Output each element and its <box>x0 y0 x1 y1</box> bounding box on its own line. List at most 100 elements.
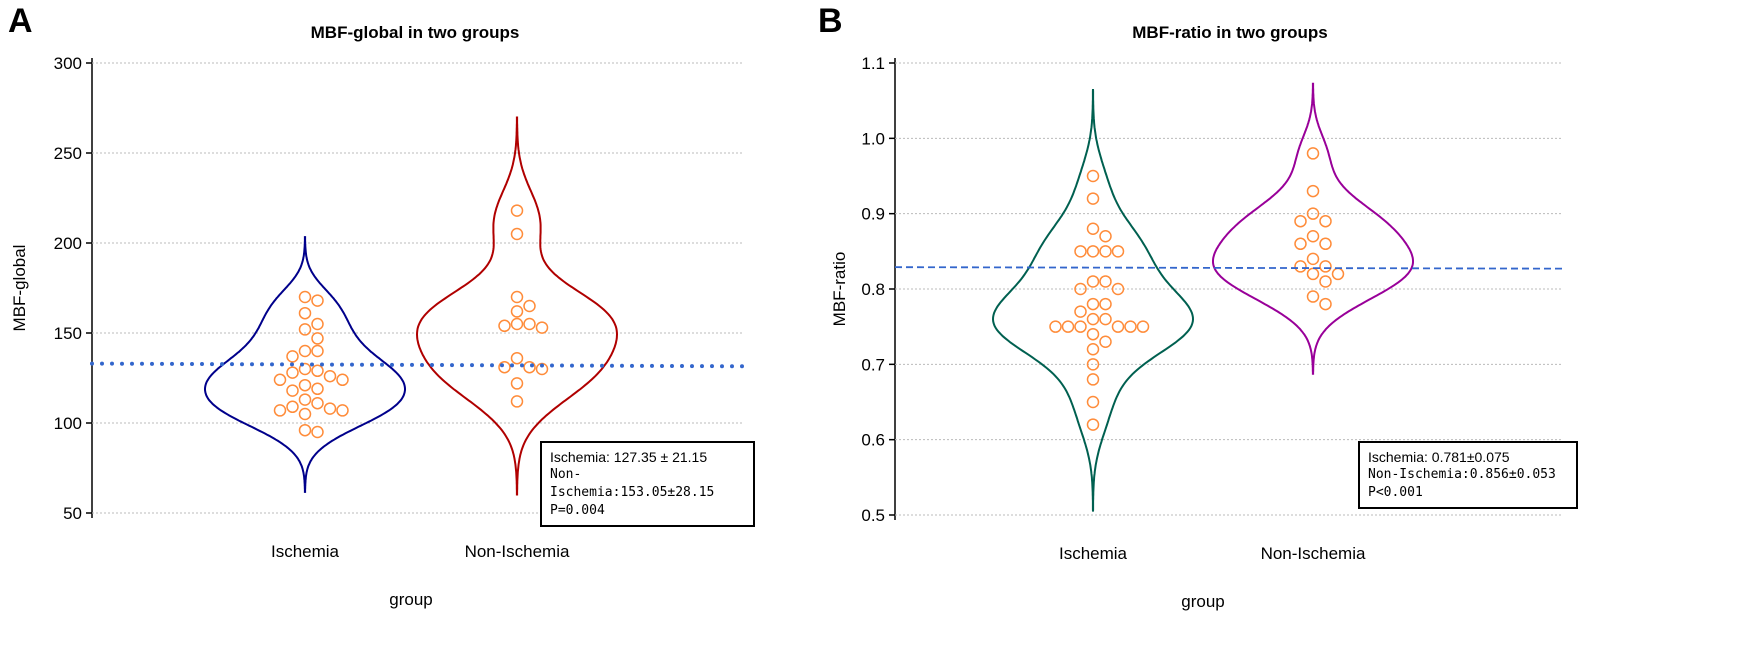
x-tick-label: Ischemia <box>1059 544 1128 563</box>
data-point <box>1086 418 1100 431</box>
data-point <box>510 351 524 365</box>
x-tick-label: Ischemia <box>271 542 340 561</box>
stats-line: Ischemia: 0.781±0.075 <box>1368 449 1510 465</box>
y-tick-label: 300 <box>54 54 82 73</box>
data-point <box>298 423 312 437</box>
y-axis-label: MBF-ratio <box>830 252 849 327</box>
data-point <box>1074 245 1087 258</box>
stats-line: P=0.004 <box>550 503 605 518</box>
data-point <box>1086 169 1100 183</box>
data-point <box>1074 282 1087 296</box>
y-tick-label: 1.1 <box>861 54 885 73</box>
data-point <box>311 317 324 331</box>
data-point <box>1099 312 1112 326</box>
data-point <box>510 227 524 241</box>
data-point <box>298 323 312 336</box>
data-point <box>311 396 324 410</box>
data-point <box>1086 327 1100 341</box>
data-point <box>311 425 324 439</box>
data-point <box>1111 320 1125 333</box>
data-point <box>323 369 337 383</box>
data-point <box>1086 297 1100 311</box>
data-point <box>311 294 324 307</box>
stats-line: Non-Ischemia:153.05±28.15 <box>550 467 715 500</box>
data-point <box>523 299 536 313</box>
x-axis-label: group <box>389 590 432 609</box>
y-tick-label: 0.9 <box>861 205 885 224</box>
data-point <box>323 402 337 415</box>
data-point <box>1294 214 1307 228</box>
data-point <box>298 290 312 304</box>
data-point <box>1074 320 1087 333</box>
data-point <box>1086 395 1100 409</box>
data-point <box>1306 207 1320 220</box>
data-point <box>1306 290 1320 303</box>
y-tick-label: 200 <box>54 234 82 253</box>
data-point <box>535 321 549 334</box>
data-point <box>286 350 299 363</box>
data-point <box>1099 297 1112 311</box>
data-point <box>1086 312 1100 326</box>
data-point <box>523 360 536 374</box>
data-point <box>336 373 349 387</box>
data-point <box>311 344 324 358</box>
data-point <box>510 377 524 390</box>
data-point <box>1294 260 1307 273</box>
data-point <box>311 382 324 396</box>
y-tick-label: 250 <box>54 144 82 163</box>
y-tick-label: 1.0 <box>861 129 885 148</box>
violin-ischemia <box>204 236 406 493</box>
data-point <box>1099 230 1112 243</box>
data-point <box>1319 214 1332 228</box>
data-point <box>1306 147 1320 160</box>
panel-letter: B <box>818 2 843 40</box>
stats-box-b: Ischemia: 0.781±0.075 Non-Ischemia:0.856… <box>1358 441 1578 509</box>
data-point <box>510 317 524 331</box>
y-tick-label: 0.5 <box>861 506 885 525</box>
data-point <box>498 319 511 333</box>
data-point <box>1111 245 1125 258</box>
stats-box-a: Ischemia: 127.35 ± 21.15 Non-Ischemia:15… <box>540 441 755 527</box>
data-point <box>1074 305 1087 318</box>
data-point <box>1086 275 1100 288</box>
reference-line <box>90 361 744 369</box>
data-point <box>1294 237 1307 251</box>
data-point <box>1306 230 1320 243</box>
data-point <box>311 364 324 378</box>
data-point <box>1319 237 1332 251</box>
data-point <box>298 362 312 376</box>
y-tick-label: 0.6 <box>861 431 885 450</box>
chart-title: MBF-global in two groups <box>311 23 520 42</box>
data-point <box>1331 267 1345 281</box>
data-point <box>1111 282 1125 296</box>
data-point <box>273 404 287 417</box>
data-point <box>523 317 536 331</box>
data-point <box>298 378 312 392</box>
data-point <box>1319 260 1332 273</box>
data-point <box>1099 275 1112 288</box>
y-axis-label: MBF-global <box>10 245 29 332</box>
data-point <box>311 332 324 345</box>
chart-title: MBF-ratio in two groups <box>1132 23 1327 42</box>
x-axis-label: group <box>1181 592 1224 611</box>
data-point <box>498 360 511 374</box>
violin-ischemia <box>991 88 1195 512</box>
data-point <box>1049 320 1062 333</box>
data-point <box>336 404 349 417</box>
violin-non-ischemia <box>415 116 619 496</box>
stats-line: P<0.001 <box>1368 485 1423 500</box>
data-point <box>1086 358 1100 371</box>
data-point <box>1306 267 1320 281</box>
data-point <box>1099 245 1112 258</box>
stats-line: Non-Ischemia:0.856±0.053 <box>1368 467 1556 482</box>
data-point <box>1319 275 1332 288</box>
x-tick-label: Non-Ischemia <box>1261 544 1366 563</box>
data-point <box>1124 320 1137 333</box>
y-tick-label: 150 <box>54 324 82 343</box>
y-tick-label: 0.7 <box>861 355 885 374</box>
y-tick-label: 50 <box>63 504 82 523</box>
data-point <box>273 373 287 387</box>
data-point <box>510 204 524 217</box>
data-point <box>298 344 312 358</box>
